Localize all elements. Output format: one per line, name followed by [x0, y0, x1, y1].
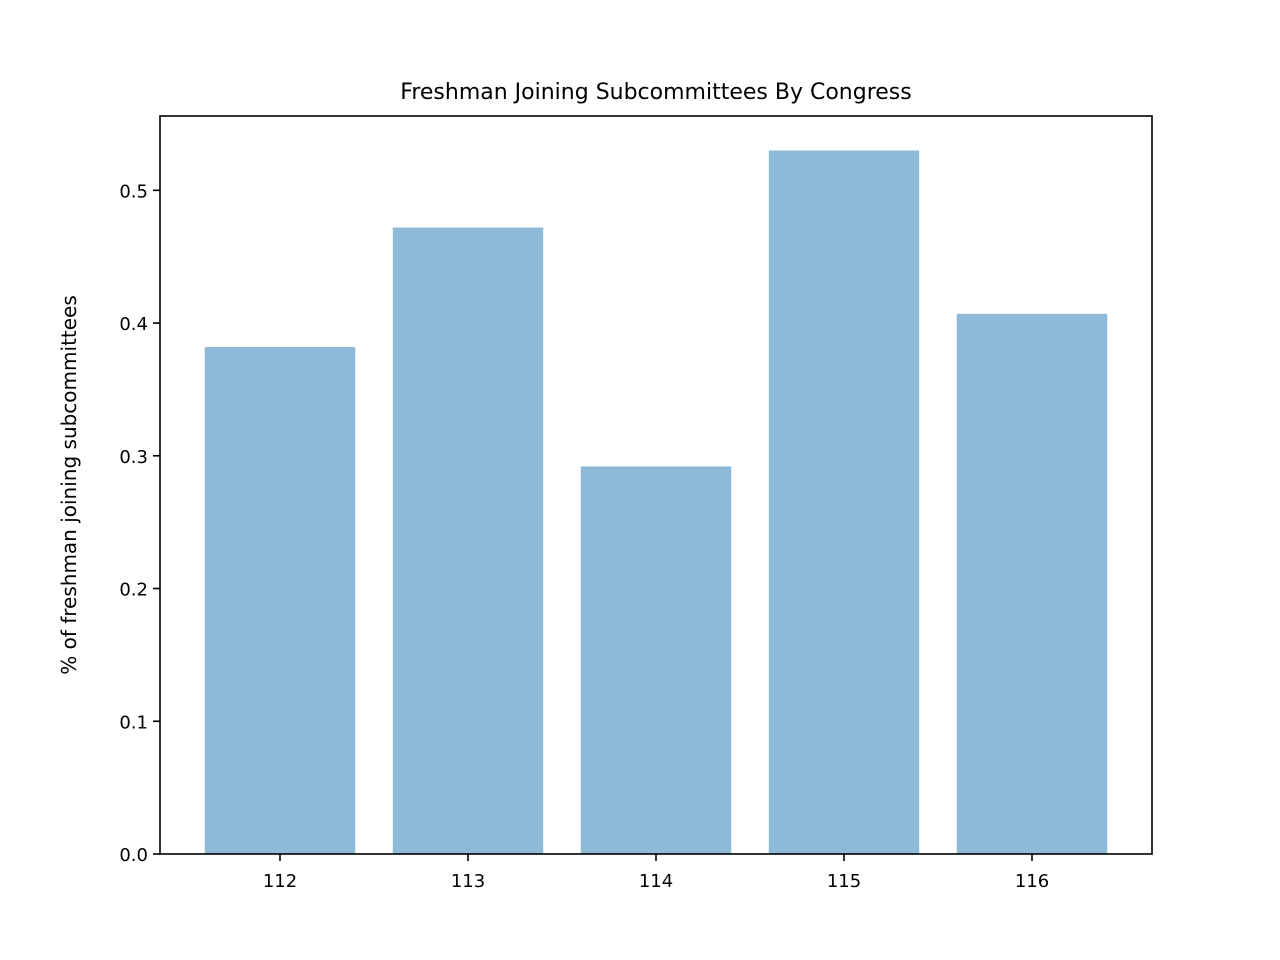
x-tick-label-114: 114: [639, 871, 673, 892]
y-tick-label-3: 0.3: [119, 447, 148, 468]
y-tick-label-1: 0.1: [119, 712, 148, 733]
y-axis-label: % of freshman joining subcommittees: [57, 295, 81, 675]
y-tick-label-4: 0.4: [119, 314, 148, 335]
bar-116: [956, 313, 1108, 854]
bar-115: [768, 150, 920, 854]
x-tick-label-116: 116: [1015, 871, 1049, 892]
bar-113: [392, 227, 544, 854]
chart-title: Freshman Joining Subcommittees By Congre…: [400, 80, 911, 105]
bars-group: [204, 150, 1108, 854]
y-axis-ticks: 0.0 0.1 0.2 0.3 0.4 0.5: [119, 181, 160, 866]
x-tick-label-115: 115: [827, 871, 861, 892]
x-tick-label-112: 112: [263, 871, 297, 892]
y-tick-label-0: 0.0: [119, 845, 148, 866]
plot-frame: [159, 115, 1153, 855]
y-tick-label-2: 0.2: [119, 580, 148, 601]
x-tick-label-113: 113: [451, 871, 485, 892]
x-axis-ticks: 112 113 114 115 116: [263, 854, 1049, 892]
bar-112: [204, 346, 356, 854]
bar-114: [580, 466, 732, 854]
y-tick-label-5: 0.5: [119, 181, 148, 202]
